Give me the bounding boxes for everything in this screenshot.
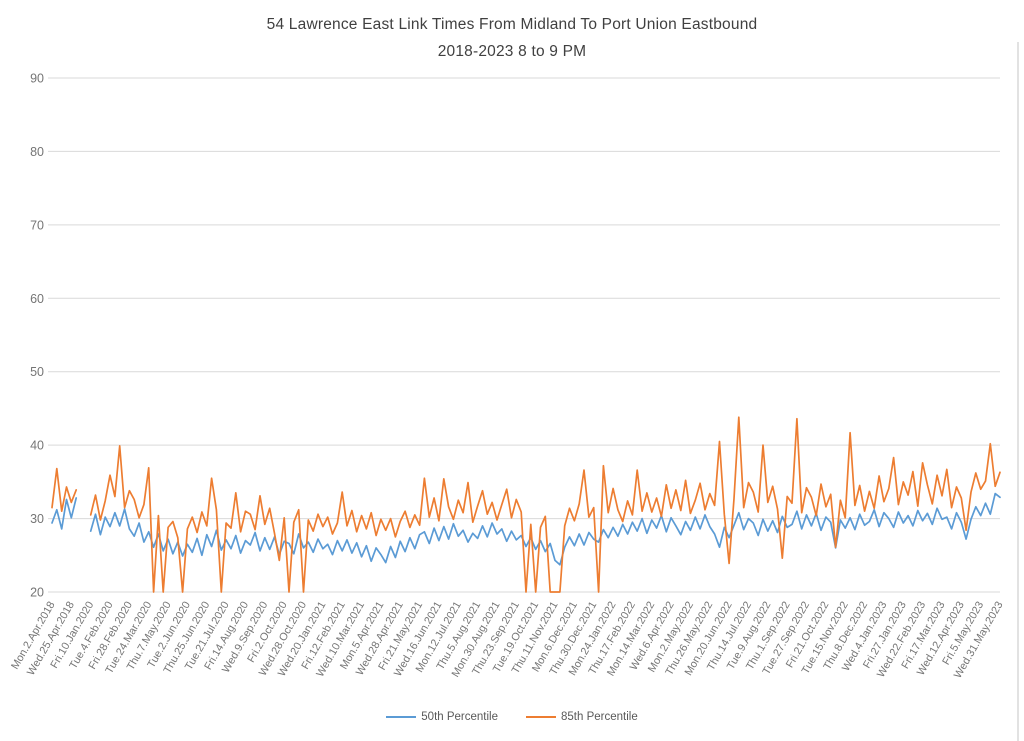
y-tick-label: 60: [30, 292, 44, 306]
chart-title-line-1: 54 Lawrence East Link Times From Midland…: [266, 16, 758, 33]
chart-title-line-2: 2018-2023 8 to 9 PM: [437, 43, 587, 60]
legend-label-85th: 85th Percentile: [561, 711, 638, 723]
series-line-50th-percentile: [51, 492, 1001, 566]
y-tick-label: 30: [30, 512, 44, 526]
legend-line-swatch-85th: [526, 715, 556, 719]
x-axis-labels: Mon.2.Apr.2018Wed.25.Apr.2018Fri.10.Jan.…: [9, 600, 1006, 681]
legend-item-85th-percentile: 85th Percentile: [526, 711, 638, 723]
y-axis-labels: 20 30 40 50 60 70 80 90: [30, 72, 44, 600]
legend-line-swatch-50th: [386, 715, 417, 719]
y-tick-label: 90: [30, 72, 44, 86]
y-tick-label: 50: [30, 365, 44, 379]
y-tick-label: 20: [30, 586, 44, 600]
y-tick-label: 40: [30, 439, 44, 453]
chart-legend: 50th Percentile 85th Percentile: [0, 711, 1024, 723]
series-line-85th-percentile: [51, 416, 1001, 593]
legend-label-50th: 50th Percentile: [421, 711, 498, 723]
gridlines: [48, 77, 1000, 593]
chart-title: 54 Lawrence East Link Times From Midland…: [0, 11, 1024, 65]
legend-item-50th-percentile: 50th Percentile: [386, 711, 498, 723]
y-tick-label: 70: [30, 218, 44, 232]
y-tick-label: 80: [30, 145, 44, 159]
